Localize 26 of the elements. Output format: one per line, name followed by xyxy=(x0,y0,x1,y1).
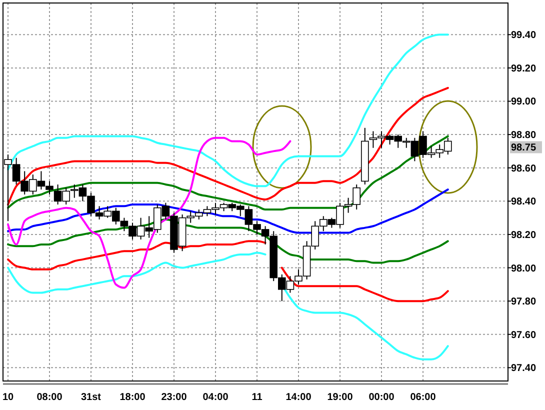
y-tick-label: 98.80 xyxy=(511,130,536,142)
y-tick-label: 97.80 xyxy=(511,296,536,308)
x-tick-label: 31st xyxy=(80,392,102,403)
line-series xyxy=(7,86,449,206)
y-tick-label: 99.20 xyxy=(511,63,536,74)
x-tick-label: 19:00 xyxy=(327,392,354,403)
y-tick-label: 97.60 xyxy=(511,330,536,341)
y-tick-label: 99.00 xyxy=(511,96,536,108)
x-tick-label: 00:00 xyxy=(368,392,395,403)
x-tick-label: 23:00 xyxy=(161,392,188,403)
text: 98.75 xyxy=(511,142,536,154)
y-tick-label: 97.40 xyxy=(511,363,536,374)
x-tick-label: 14:00 xyxy=(286,392,312,403)
y-tick-label: 98.00 xyxy=(511,263,536,274)
y-tick-label: 98.60 xyxy=(511,163,536,174)
y-tick-label: 98.40 xyxy=(511,196,536,208)
x-tick-label: 11 xyxy=(252,392,263,403)
x-tick-label: 08:00 xyxy=(36,392,63,403)
x-tick-label: 18:00 xyxy=(120,392,146,403)
line-series xyxy=(7,34,449,188)
x-tick-label: 10 xyxy=(2,392,14,403)
line-series xyxy=(7,136,292,289)
x-tick-label: 04:00 xyxy=(202,392,229,403)
y-tick-label: 98.20 xyxy=(511,230,536,241)
y-tick-label: 99.40 xyxy=(511,30,536,42)
x-tick-label: 06:00 xyxy=(410,392,436,403)
